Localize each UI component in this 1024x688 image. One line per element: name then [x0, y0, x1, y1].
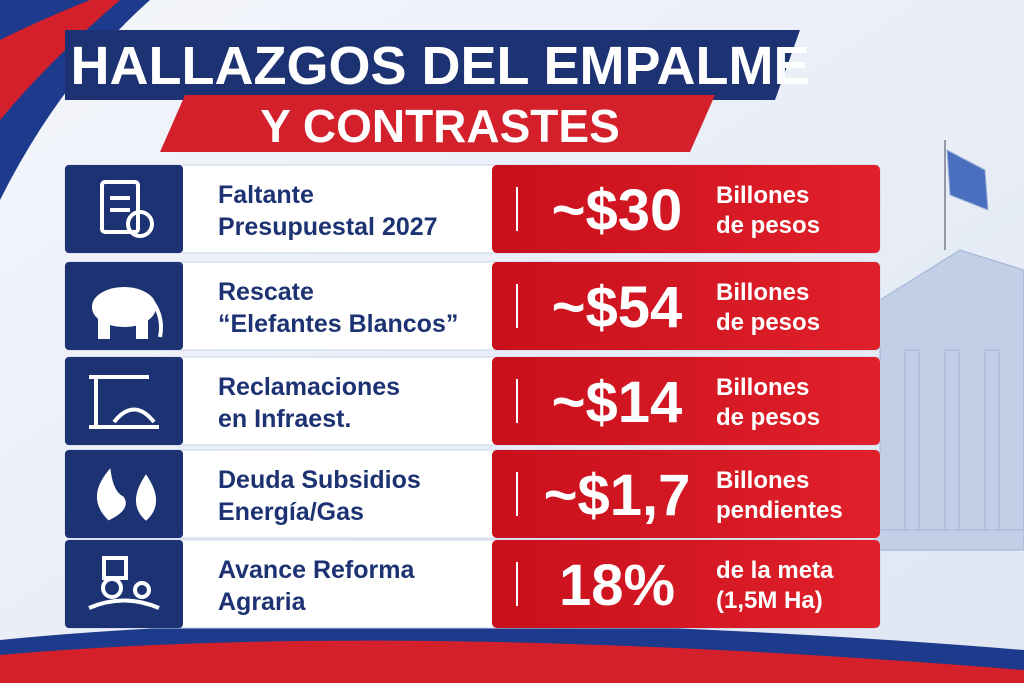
row-value: ~$30 [552, 178, 683, 243]
row-unit: (1,5M Ha) [716, 587, 823, 614]
title: Y CONTRASTES [260, 100, 620, 152]
value-panel [492, 165, 880, 253]
row-value: ~$1,7 [544, 463, 691, 528]
value-panel [492, 540, 880, 628]
icon-box [65, 357, 183, 445]
icon-box [65, 540, 183, 628]
title: HALLAZGOS DEL EMPALME [71, 36, 810, 96]
row-unit: de pesos [716, 309, 820, 336]
row-unit: de pesos [716, 212, 820, 239]
row-label: Agraria [218, 588, 307, 616]
row-unit: Billones [716, 467, 809, 494]
row-label: Avance Reforma [218, 556, 415, 584]
row-value: 18% [559, 553, 675, 618]
row-value: ~$14 [552, 370, 683, 435]
row-label: Faltante [218, 181, 314, 209]
row-label: Presupuestal 2027 [218, 213, 438, 241]
row-label: Deuda Subsidios [218, 466, 421, 494]
swoosh [0, 640, 1024, 683]
swoosh [0, 0, 120, 120]
row-label: en Infraest. [218, 405, 351, 433]
row-unit: Billones [716, 182, 809, 209]
title-banner [65, 30, 800, 100]
icon-box [65, 450, 183, 538]
row-value: ~$54 [552, 275, 683, 340]
row-label: Reclamaciones [218, 373, 400, 401]
row-unit: pendientes [716, 497, 843, 524]
row-unit: de pesos [716, 404, 820, 431]
row-unit: de la meta [716, 557, 834, 584]
value-panel [492, 357, 880, 445]
row-label: Rescate [218, 278, 314, 306]
building [874, 140, 1024, 551]
icons [88, 180, 163, 610]
title-banner [160, 95, 715, 152]
row-label: Energía/Gas [218, 498, 364, 526]
row-label: “Elefantes Blancos” [218, 310, 458, 338]
value-panel [492, 262, 880, 350]
row-unit: Billones [716, 279, 809, 306]
row-unit: Billones [716, 374, 809, 401]
value-panel [492, 450, 880, 538]
